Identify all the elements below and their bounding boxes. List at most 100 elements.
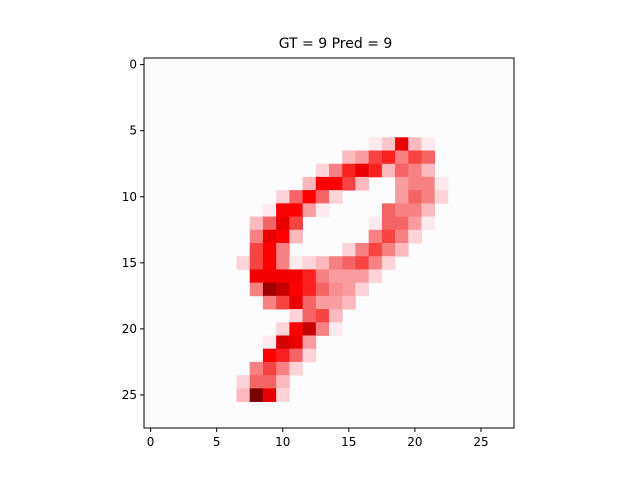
heatmap-cell (262, 256, 277, 270)
heatmap-cells (236, 137, 449, 402)
heatmap-cell (368, 243, 383, 257)
heatmap-cell (262, 348, 277, 363)
heatmap-cell (342, 256, 356, 270)
heatmap-cell (395, 229, 409, 244)
heatmap-cell (342, 269, 356, 284)
heatmap-cell (368, 256, 383, 270)
heatmap-cell (289, 361, 303, 376)
heatmap-cell (249, 388, 264, 402)
heatmap-background (144, 58, 514, 428)
x-tick-label: 0 (147, 435, 155, 449)
heatmap-cell (342, 176, 356, 191)
heatmap-cell (342, 282, 356, 297)
axes-frame (143, 57, 515, 429)
heatmap-cell (302, 295, 317, 310)
heatmap-cell (276, 282, 290, 297)
heatmap-cell (289, 216, 303, 231)
heatmap-cell (434, 190, 449, 204)
heatmap-cell (368, 137, 383, 151)
heatmap-cell (276, 375, 290, 389)
heatmap-cell (355, 163, 370, 178)
y-tick-label: 5 (129, 124, 137, 138)
heatmap-cell (249, 243, 264, 257)
heatmap-cell (408, 150, 422, 165)
heatmap-cell (381, 256, 396, 270)
heatmap-cell (421, 176, 436, 191)
heatmap-cell (276, 243, 290, 257)
heatmap-cell (276, 295, 290, 310)
y-tick-label: 25 (122, 388, 137, 402)
heatmap-cell (395, 203, 409, 217)
heatmap-cell (276, 216, 290, 231)
heatmap-cell (236, 375, 251, 389)
heatmap-cell (249, 229, 264, 244)
heatmap-cell (342, 163, 356, 178)
heatmap-cell (289, 256, 303, 270)
heatmap-cell (355, 176, 370, 191)
heatmap-cell (302, 335, 317, 350)
heatmap-cell (302, 322, 317, 336)
heatmap-cell (368, 216, 383, 231)
heatmap-cell (315, 163, 330, 178)
heatmap-cell (302, 190, 317, 204)
x-tick-label: 15 (341, 435, 356, 449)
heatmap-cell (262, 282, 277, 297)
heatmap-cell (315, 269, 330, 284)
heatmap-cell (342, 150, 356, 165)
heatmap-cell (289, 309, 303, 323)
heatmap-cell (249, 216, 264, 231)
heatmap-cell (408, 216, 422, 231)
heatmap-cell (262, 361, 277, 376)
heatmap-cell (276, 348, 290, 363)
heatmap-cell (381, 203, 396, 217)
heatmap-cell (395, 150, 409, 165)
heatmap-cell (236, 388, 251, 402)
x-tick-label: 5 (213, 435, 221, 449)
heatmap-cell (421, 190, 436, 204)
heatmap-cell (368, 150, 383, 165)
heatmap-cell (276, 256, 290, 270)
heatmap-cell (329, 163, 343, 178)
heatmap-cell (381, 150, 396, 165)
heatmap-cell (276, 203, 290, 217)
heatmap-cell (421, 163, 436, 178)
heatmap-plot-area (143, 57, 515, 429)
heatmap-cell (289, 190, 303, 204)
heatmap-cell (302, 269, 317, 284)
heatmap-cell (329, 190, 343, 204)
heatmap-cell (276, 269, 290, 284)
heatmap-cell (315, 282, 330, 297)
heatmap-cell (329, 256, 343, 270)
heatmap-cell (276, 388, 290, 402)
heatmap-cell (368, 163, 383, 178)
heatmap-cell (262, 216, 277, 231)
heatmap-cell (289, 322, 303, 336)
heatmap-cell (408, 229, 422, 244)
heatmap-cell (368, 229, 383, 244)
heatmap-cell (249, 256, 264, 270)
heatmap-cell (276, 190, 290, 204)
heatmap-cell (395, 216, 409, 231)
heatmap-cell (315, 322, 330, 336)
heatmap-cell (381, 137, 396, 151)
heatmap-cell (329, 176, 343, 191)
heatmap-cell (381, 243, 396, 257)
heatmap-cell (262, 335, 277, 350)
heatmap-cell (289, 335, 303, 350)
heatmap-cell (315, 190, 330, 204)
heatmap-cell (408, 163, 422, 178)
heatmap-cell (421, 137, 436, 151)
heatmap-cell (368, 269, 383, 284)
heatmap-cell (395, 163, 409, 178)
heatmap-cell (302, 282, 317, 297)
heatmap-cell (355, 243, 370, 257)
heatmap-cell (262, 375, 277, 389)
heatmap-cell (249, 361, 264, 376)
heatmap-cell (395, 243, 409, 257)
heatmap-cell (395, 176, 409, 191)
heatmap-cell (262, 243, 277, 257)
heatmap-cell (302, 176, 317, 191)
heatmap-cell (342, 295, 356, 310)
heatmap-cell (342, 243, 356, 257)
